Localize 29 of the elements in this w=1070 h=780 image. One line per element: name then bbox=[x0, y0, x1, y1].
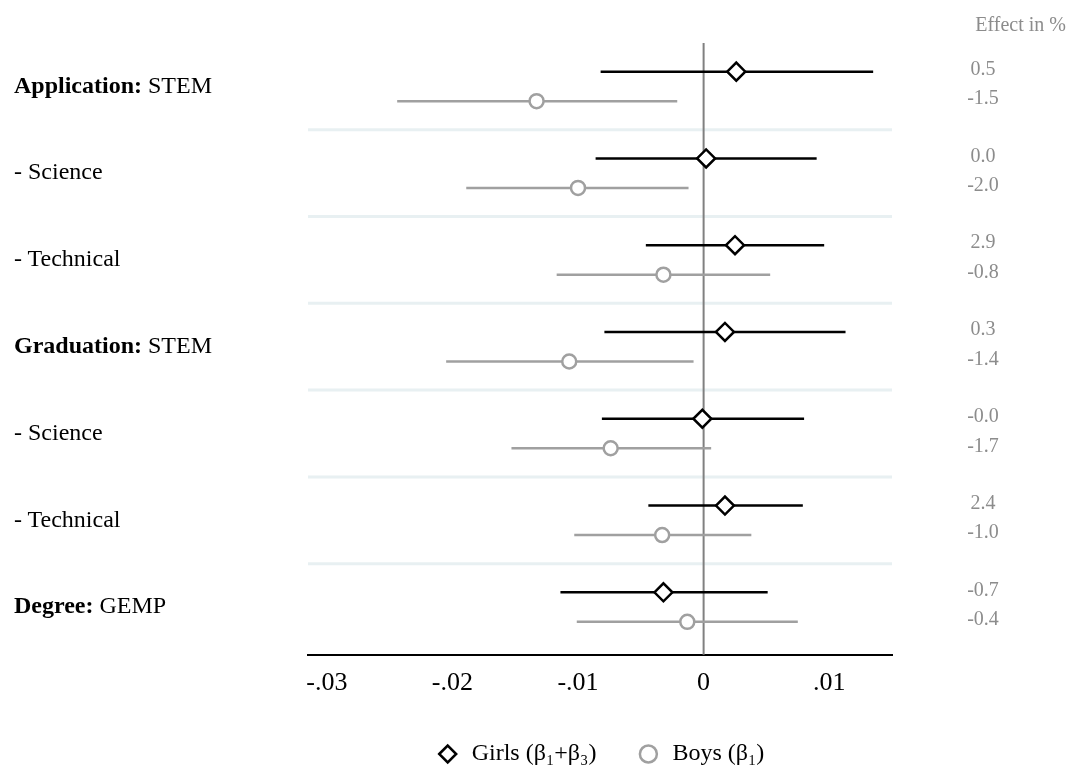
y-tick-label: Degree: GEMP bbox=[14, 592, 167, 619]
text: 0.0 bbox=[970, 143, 996, 166]
y-tick-label: - Science bbox=[14, 158, 103, 185]
text: 2.9 bbox=[970, 230, 996, 253]
x-tick-label: -.01 bbox=[557, 667, 599, 697]
text: -2.0 bbox=[967, 173, 999, 196]
text: -0.0 bbox=[967, 404, 999, 427]
text: Effect in % bbox=[975, 13, 1066, 36]
legend-label: Boys (β₁) bbox=[672, 739, 765, 766]
text: 0.5 bbox=[970, 56, 996, 79]
text: -1.4 bbox=[967, 346, 999, 369]
text: -0.7 bbox=[967, 577, 999, 600]
text: -1.7 bbox=[967, 433, 999, 456]
y-tick-label: - Technical bbox=[14, 245, 121, 272]
x-tick-label: -.03 bbox=[306, 667, 348, 697]
legend-label: Girls (β₁+β₃) bbox=[471, 739, 597, 766]
y-tick-label: Application: STEM bbox=[14, 71, 213, 98]
text: -1.0 bbox=[967, 520, 999, 543]
x-tick-label: -.02 bbox=[431, 667, 474, 697]
text: -0.4 bbox=[967, 607, 999, 630]
x-tick-label: 0 bbox=[697, 667, 711, 697]
y-tick-label: Graduation: STEM bbox=[14, 331, 213, 359]
x-tick-label: .01 bbox=[812, 667, 846, 697]
y-tick-label: - Science bbox=[14, 418, 103, 445]
text: -0.8 bbox=[967, 259, 999, 282]
text: 2.4 bbox=[970, 490, 996, 513]
text: 0.3 bbox=[970, 317, 996, 340]
text: -1.5 bbox=[967, 86, 999, 109]
y-tick-label: - Technical bbox=[14, 505, 121, 532]
